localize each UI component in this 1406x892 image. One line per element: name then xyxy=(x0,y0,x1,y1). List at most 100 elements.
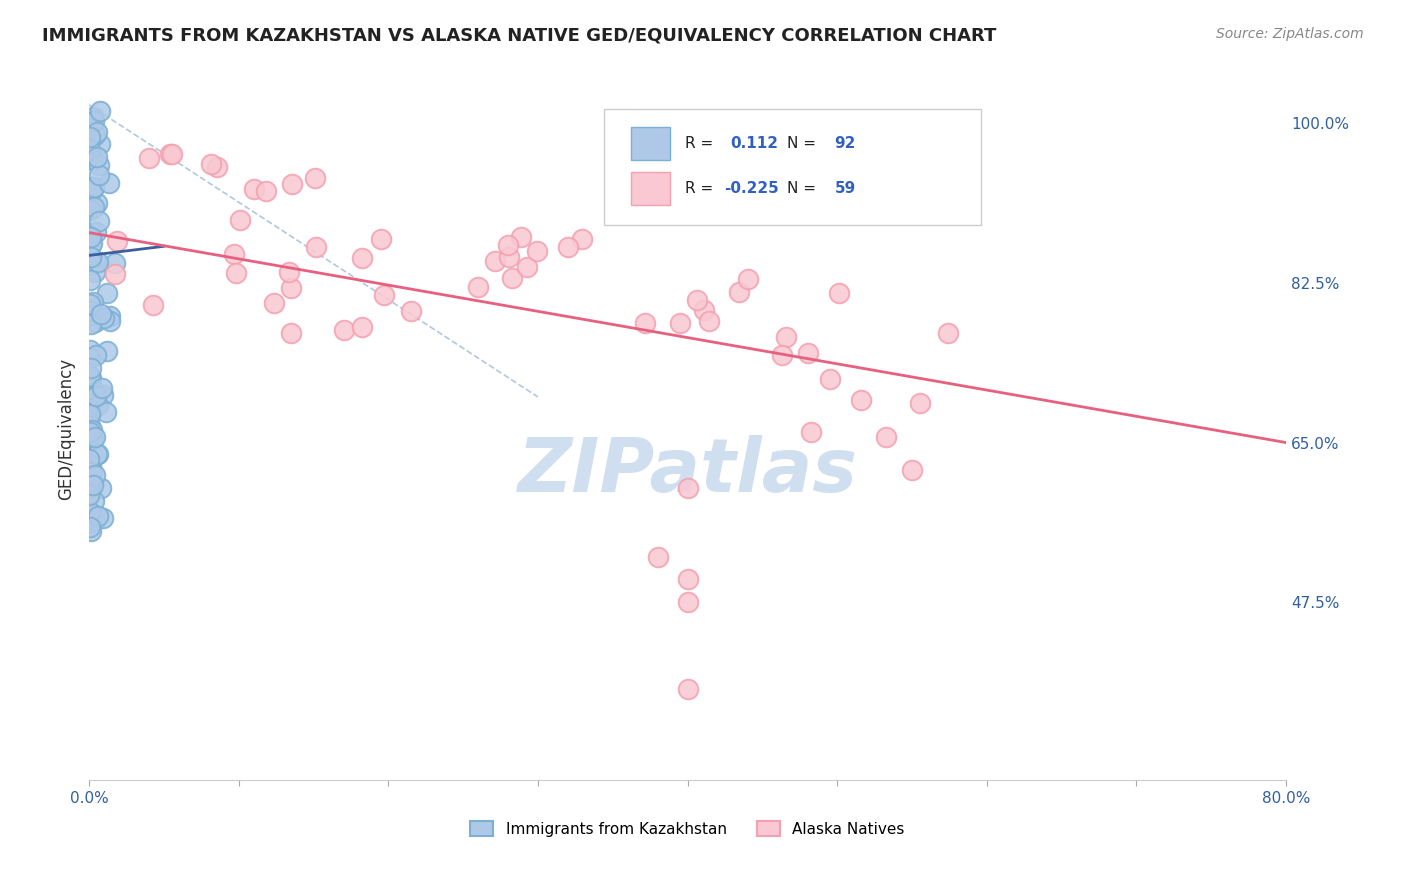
Point xyxy=(79,297,101,311)
Text: ZIPatlas: ZIPatlas xyxy=(517,434,858,508)
Point xyxy=(697,313,720,327)
Point xyxy=(138,151,160,165)
Point xyxy=(89,103,111,118)
Point xyxy=(571,232,593,246)
Point xyxy=(82,382,104,396)
Point xyxy=(79,475,101,490)
Point xyxy=(875,430,897,444)
Point xyxy=(304,170,326,185)
Point xyxy=(83,128,105,142)
Point xyxy=(80,236,103,251)
Point xyxy=(89,137,111,152)
Point xyxy=(79,130,101,145)
Point xyxy=(333,323,356,337)
Point xyxy=(87,157,110,171)
Point xyxy=(526,244,548,258)
Text: 92: 92 xyxy=(835,136,856,151)
Point xyxy=(79,480,101,494)
Point xyxy=(79,407,101,421)
Point xyxy=(676,481,699,495)
Point xyxy=(222,247,245,261)
Point xyxy=(79,142,101,156)
Point xyxy=(89,169,111,183)
Point xyxy=(370,232,392,246)
Point xyxy=(80,304,103,318)
Point xyxy=(80,428,103,442)
Point xyxy=(94,404,117,418)
Point xyxy=(901,463,924,477)
Point xyxy=(141,298,163,312)
Point xyxy=(83,200,105,214)
Point xyxy=(93,388,115,402)
Legend: Immigrants from Kazakhstan, Alaska Natives: Immigrants from Kazakhstan, Alaska Nativ… xyxy=(464,814,911,843)
Point xyxy=(496,238,519,252)
Point xyxy=(77,488,100,502)
Point xyxy=(82,432,104,446)
Point xyxy=(516,260,538,274)
Point xyxy=(818,372,841,386)
Point xyxy=(685,293,707,307)
Point xyxy=(278,265,301,279)
Point xyxy=(96,286,118,301)
Point xyxy=(936,326,959,341)
Text: Source: ZipAtlas.com: Source: ZipAtlas.com xyxy=(1216,27,1364,41)
Point xyxy=(305,240,328,254)
Point xyxy=(86,389,108,403)
FancyBboxPatch shape xyxy=(631,127,669,161)
Point xyxy=(90,481,112,495)
Point xyxy=(80,458,103,472)
Point xyxy=(79,180,101,194)
Point xyxy=(87,447,110,461)
Point xyxy=(634,316,657,330)
Point xyxy=(229,212,252,227)
Point xyxy=(557,240,579,254)
Y-axis label: GED/Equivalency: GED/Equivalency xyxy=(58,358,75,500)
Point xyxy=(83,391,105,405)
Point xyxy=(263,296,285,310)
Point xyxy=(281,177,304,191)
Point xyxy=(79,429,101,443)
Point xyxy=(79,137,101,152)
Point xyxy=(80,255,103,269)
Point xyxy=(350,252,373,266)
Point xyxy=(84,430,107,444)
Point xyxy=(87,214,110,228)
Point xyxy=(80,423,103,437)
Point xyxy=(86,196,108,211)
Point xyxy=(86,151,108,165)
Point xyxy=(79,369,101,384)
Point xyxy=(828,285,851,300)
Point xyxy=(83,493,105,508)
Point xyxy=(79,144,101,158)
Text: N =: N = xyxy=(787,181,821,196)
Point xyxy=(79,273,101,287)
Point xyxy=(82,478,104,492)
Point xyxy=(80,524,103,538)
Point xyxy=(200,156,222,170)
Point xyxy=(399,304,422,318)
FancyBboxPatch shape xyxy=(631,171,669,205)
Point xyxy=(98,309,121,323)
Point xyxy=(83,114,105,128)
Point xyxy=(84,467,107,482)
Point xyxy=(800,425,823,439)
Point xyxy=(79,519,101,533)
Point xyxy=(676,573,699,587)
Point xyxy=(93,311,115,326)
Point xyxy=(79,516,101,530)
Point xyxy=(86,125,108,139)
Point xyxy=(509,229,531,244)
Point xyxy=(225,266,247,280)
Text: 0.112: 0.112 xyxy=(731,136,779,151)
Point xyxy=(80,465,103,479)
Point xyxy=(373,288,395,302)
Point xyxy=(280,326,302,341)
Text: -0.225: -0.225 xyxy=(724,181,779,196)
Point xyxy=(676,681,699,696)
Point xyxy=(676,595,699,609)
Point xyxy=(87,509,110,524)
Point xyxy=(91,380,114,394)
Point xyxy=(79,202,101,217)
Point xyxy=(80,360,103,375)
Text: N =: N = xyxy=(787,136,821,151)
